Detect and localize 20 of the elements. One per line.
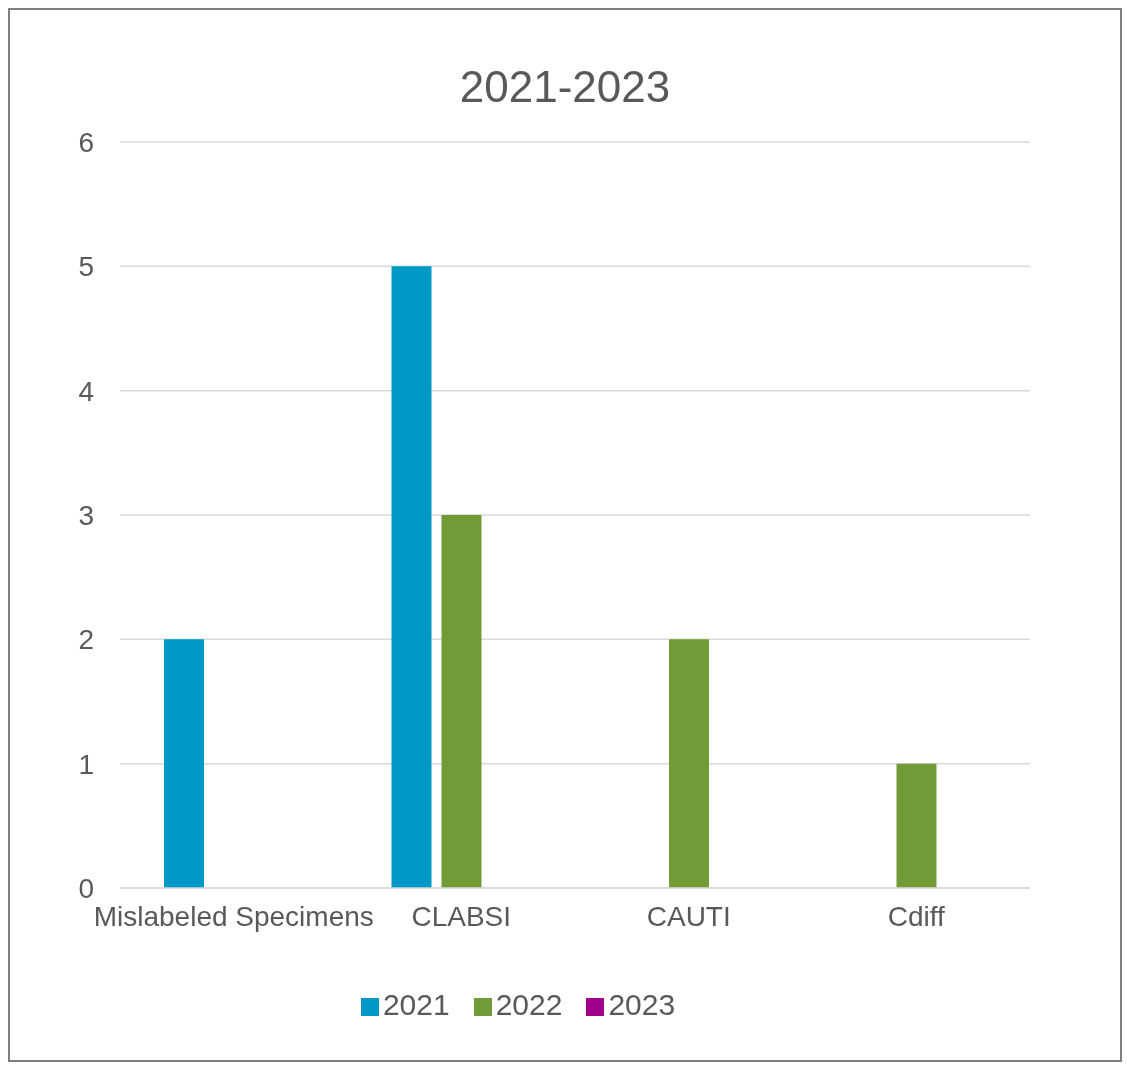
- bar: [441, 515, 482, 888]
- legend-label: 2022: [495, 988, 563, 1021]
- bar: [391, 266, 432, 888]
- x-tick-label: CAUTI: [646, 900, 731, 932]
- y-tick-label: 3: [78, 499, 94, 531]
- x-tick-label: CLABSI: [411, 900, 512, 932]
- x-tick-label: Mislabeled Specimens: [93, 900, 374, 932]
- y-tick-label: 6: [78, 126, 94, 158]
- y-tick-label: 4: [78, 375, 94, 407]
- bar: [164, 639, 204, 888]
- y-tick-label: 1: [78, 748, 94, 780]
- y-tick-label: 5: [78, 251, 94, 283]
- bar: [669, 639, 709, 888]
- x-tick-label: Cdiff: [887, 900, 945, 932]
- y-tick-label: 0: [78, 872, 94, 904]
- legend-label: 2021: [382, 988, 450, 1021]
- chart-title: 2021-2023: [458, 61, 672, 113]
- bar: [896, 763, 937, 888]
- y-tick-label: 2: [78, 624, 94, 656]
- legend-label: 2023: [608, 988, 676, 1021]
